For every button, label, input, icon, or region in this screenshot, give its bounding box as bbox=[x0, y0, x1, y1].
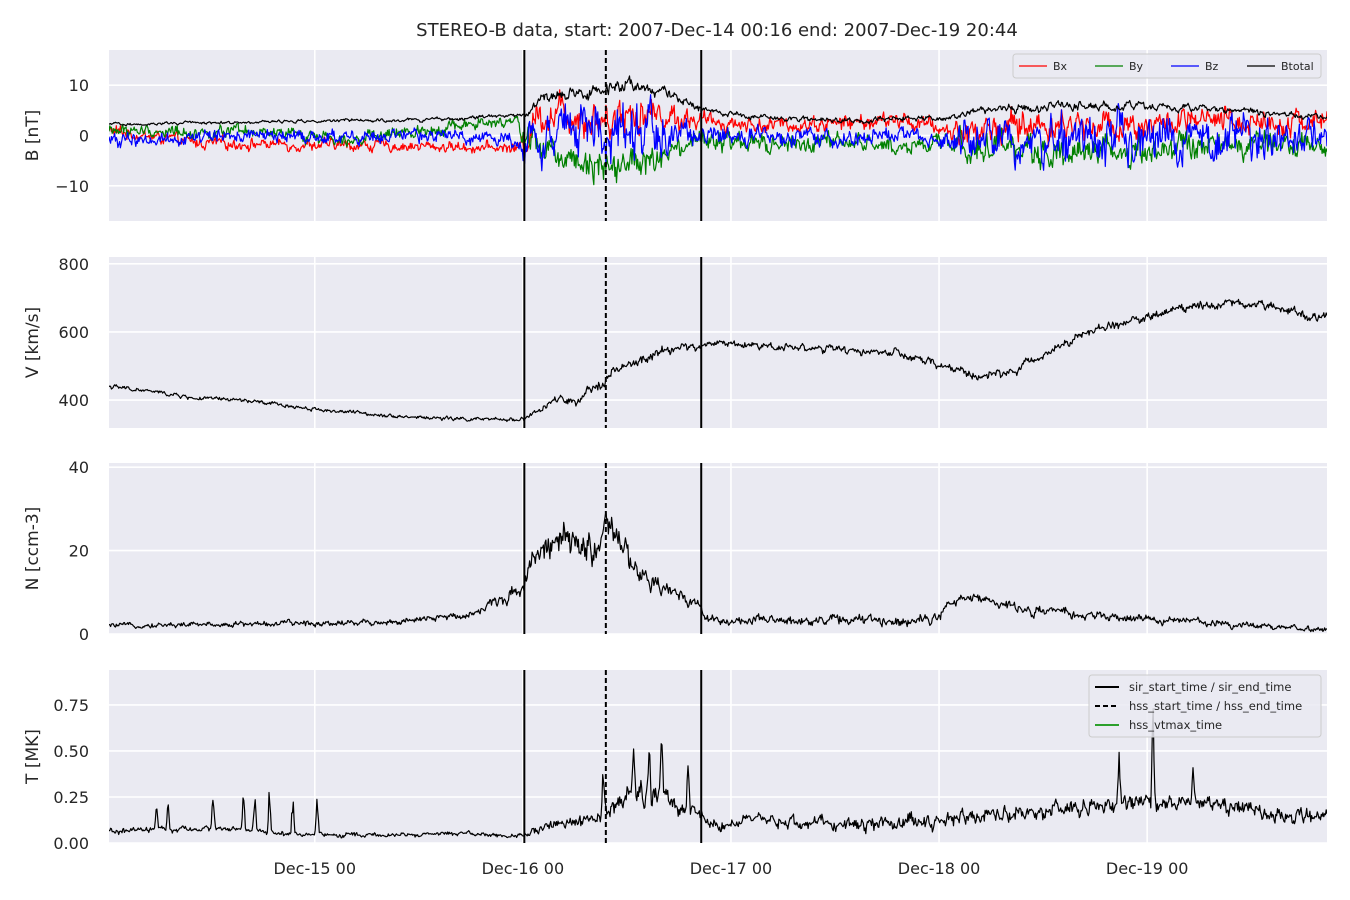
y-tick-label: 0.25 bbox=[53, 788, 89, 807]
legend-label: Bz bbox=[1205, 60, 1219, 73]
legend-events: sir_start_time / sir_end_time hss_start_t… bbox=[1088, 674, 1322, 738]
panel-2: 800 600 400 V [km/s] bbox=[23, 255, 1327, 428]
legend-label: hss_start_time / hss_end_time bbox=[1129, 699, 1302, 713]
legend-label: hss_vtmax_time bbox=[1129, 718, 1222, 732]
y-axis-label: N [ccm-3] bbox=[23, 507, 43, 591]
y-tick-label: 40 bbox=[69, 458, 89, 477]
series-line-bx bbox=[109, 89, 1327, 156]
y-tick-label: 0.00 bbox=[53, 834, 89, 853]
y-tick-label: 400 bbox=[58, 391, 89, 410]
series-group bbox=[109, 298, 1327, 423]
series-group bbox=[109, 511, 1327, 633]
y-axis-label: V [km/s] bbox=[23, 307, 43, 378]
y-tick-label: −10 bbox=[55, 177, 89, 196]
series-line-4 bbox=[109, 708, 1327, 839]
panel-background bbox=[109, 463, 1327, 634]
legend-box bbox=[1012, 53, 1322, 79]
panel-3: 40 20 0 N [ccm-3] bbox=[23, 458, 1327, 644]
legend-item-sir-start-time: sir_start_time / sir_end_time bbox=[1095, 680, 1291, 694]
y-tick-label: 0.75 bbox=[53, 696, 89, 715]
legend-item-bz: Bz bbox=[1171, 60, 1219, 73]
y-tick-label: 0 bbox=[79, 127, 89, 146]
y-tick-label: 0 bbox=[79, 625, 89, 644]
y-tick-label: 600 bbox=[58, 323, 89, 342]
legend-box bbox=[1088, 674, 1322, 738]
y-axis-label: B [nT] bbox=[23, 110, 43, 162]
x-tick-label: Dec-19 00 bbox=[1106, 859, 1189, 878]
chart-title: STEREO-B data, start: 2007-Dec-14 00:16 … bbox=[416, 20, 1018, 41]
panel-1: 10 0 −10 B [nT] Bx By Bz Btotal bbox=[23, 50, 1327, 221]
series-line-bz bbox=[109, 94, 1327, 172]
series-line-2 bbox=[109, 298, 1327, 423]
y-tick-label: 20 bbox=[69, 542, 89, 561]
legend-label: Bx bbox=[1053, 60, 1068, 73]
y-tick-label: 0.50 bbox=[53, 742, 89, 761]
x-tick-label: Dec-16 00 bbox=[482, 859, 565, 878]
panel-4: 0.75 0.50 0.25 0.00 T [MK] sir_start_time / s… bbox=[23, 670, 1327, 853]
y-tick-label: 800 bbox=[58, 255, 89, 274]
legend-item-hss-vtmax-time: hss_vtmax_time bbox=[1095, 718, 1222, 732]
series-group bbox=[109, 708, 1327, 839]
legend-item-btotal: Btotal bbox=[1247, 60, 1314, 73]
x-tick-labels: Dec-15 00 Dec-16 00 Dec-17 00 Dec-18 00 Dec-… bbox=[273, 859, 1188, 878]
legend-item-bx: Bx bbox=[1019, 60, 1068, 73]
legend-label: sir_start_time / sir_end_time bbox=[1129, 680, 1291, 694]
y-axis-label: T [MK] bbox=[23, 729, 43, 785]
legend-label: Btotal bbox=[1281, 60, 1314, 73]
legend-b: Bx By Bz Btotal bbox=[1012, 53, 1322, 79]
legend-label: By bbox=[1129, 60, 1144, 73]
x-tick-label: Dec-17 00 bbox=[690, 859, 773, 878]
series-line-btotal bbox=[109, 75, 1327, 127]
legend-item-by: By bbox=[1095, 60, 1144, 73]
x-tick-label: Dec-15 00 bbox=[273, 859, 356, 878]
x-tick-label: Dec-18 00 bbox=[898, 859, 981, 878]
series-group bbox=[109, 75, 1327, 186]
legend-item-hss-start-time: hss_start_time / hss_end_time bbox=[1095, 699, 1302, 713]
y-tick-label: 10 bbox=[69, 76, 89, 95]
series-line-3 bbox=[109, 511, 1327, 633]
